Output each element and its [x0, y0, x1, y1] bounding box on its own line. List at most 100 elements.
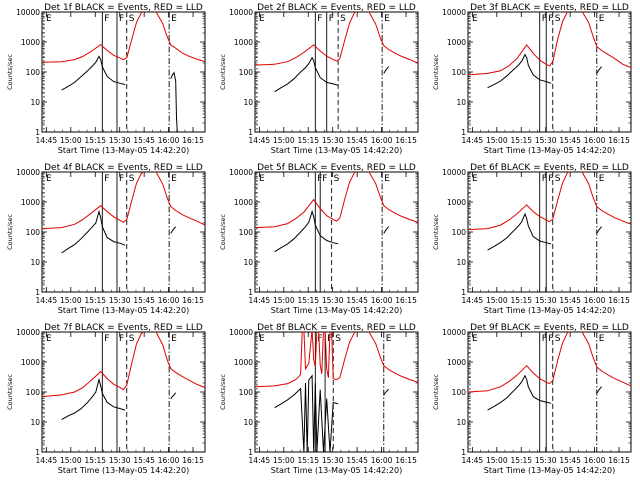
y-axis-label: Counts/sec: [432, 54, 440, 90]
detector-panel: Det 6f BLACK = Events, RED = LLD 1 10 100 10…: [432, 163, 632, 315]
y-tick-label: 10000: [16, 8, 40, 17]
x-tick-label: 15:45: [559, 136, 581, 145]
y-tick-label: 10000: [16, 328, 40, 337]
phase-marker-label: F: [104, 334, 109, 344]
x-tick-label: 15:30: [535, 136, 557, 145]
y-tick-label: 1: [461, 448, 466, 457]
panel-title: Det 8f BLACK = Events, RED = LLD: [257, 323, 416, 333]
phase-marker-label: F: [542, 334, 547, 344]
y-tick-label: 10: [30, 418, 40, 427]
x-axis-label: Start Time (13-May-05 14:42:20): [484, 146, 615, 155]
phase-marker-label: E: [259, 174, 265, 184]
plot-frame: [254, 171, 419, 293]
phase-marker-label: F: [322, 174, 327, 184]
detector-panel: Det 4f BLACK = Events, RED = LLD 1 10 100 10…: [6, 163, 206, 315]
events-series-line: [383, 226, 390, 234]
detector-panel: Det 8f BLACK = Events, RED = LLD 1 10 100 10…: [219, 323, 419, 475]
detector-panel: Det 2f BLACK = Events, RED = LLD 1 10 100 10…: [219, 3, 419, 155]
phase-marker-label: S: [335, 334, 341, 344]
y-axis-label: Counts/sec: [219, 214, 227, 250]
phase-marker-label: E: [599, 14, 605, 24]
events-series-line: [487, 212, 552, 251]
x-tick-label: 16:00: [371, 456, 393, 465]
y-axis-label: Counts/sec: [6, 374, 14, 410]
y-tick-label: 1: [248, 288, 253, 297]
panel-title: Det 5f BLACK = Events, RED = LLD: [257, 163, 416, 173]
x-tick-label: 15:15: [510, 456, 532, 465]
x-axis-label: Start Time (13-May-05 14:42:20): [484, 466, 615, 475]
y-tick-label: 10: [30, 258, 40, 267]
phase-marker-label: F: [119, 174, 124, 184]
phase-marker-label: E: [171, 334, 177, 344]
y-tick-label: 10000: [442, 8, 466, 17]
x-tick-label: 15:15: [297, 456, 319, 465]
y-tick-label: 100: [452, 68, 467, 77]
y-tick-label: 10000: [16, 168, 40, 177]
y-tick-label: 100: [26, 228, 41, 237]
x-tick-label: 16:00: [158, 296, 180, 305]
lld-series-line: [42, 12, 205, 63]
phase-marker-label: F: [317, 14, 322, 24]
phase-marker-label: E: [259, 334, 265, 344]
phase-marker-label: F: [317, 334, 322, 344]
panel-title: Det 3f BLACK = Events, RED = LLD: [470, 3, 629, 13]
phase-marker-label: F: [119, 14, 124, 24]
phase-marker-label: E: [259, 14, 265, 24]
x-tick-label: 16:00: [584, 136, 606, 145]
phase-marker-label: E: [386, 334, 392, 344]
x-tick-label: 15:15: [297, 296, 319, 305]
x-tick-label: 15:45: [346, 136, 368, 145]
y-tick-label: 10000: [442, 168, 466, 177]
x-tick-label: 15:15: [84, 296, 106, 305]
events-series-line: [596, 66, 603, 74]
y-axis-label: Counts/sec: [432, 214, 440, 250]
lld-series-line: [255, 332, 418, 388]
y-axis-label: Counts/sec: [6, 54, 14, 90]
phase-marker-label: E: [472, 174, 478, 184]
phase-marker-label: S: [129, 14, 135, 24]
events-series-line: [170, 392, 177, 400]
y-tick-label: 10000: [229, 8, 253, 17]
detector-panel: Det 9f BLACK = Events, RED = LLD 1 10 100 10…: [432, 323, 632, 475]
phase-marker-label: E: [384, 174, 390, 184]
y-tick-label: 10000: [442, 328, 466, 337]
x-tick-label: 15:30: [322, 456, 344, 465]
x-tick-label: 15:00: [60, 296, 82, 305]
x-tick-label: 15:00: [486, 136, 508, 145]
x-tick-label: 16:00: [371, 136, 393, 145]
x-tick-label: 16:00: [158, 456, 180, 465]
phase-marker-label: S: [555, 14, 561, 24]
y-tick-label: 100: [26, 388, 41, 397]
phase-marker-label: E: [46, 174, 52, 184]
y-tick-label: 1000: [234, 38, 253, 47]
y-tick-label: 10000: [229, 328, 253, 337]
events-series-line: [383, 66, 390, 74]
y-tick-label: 1000: [21, 198, 40, 207]
y-tick-label: 100: [26, 68, 41, 77]
x-tick-label: 15:45: [559, 296, 581, 305]
x-tick-label: 15:15: [510, 296, 532, 305]
x-tick-label: 14:45: [36, 456, 58, 465]
phase-marker-label: F: [542, 14, 547, 24]
x-tick-label: 15:30: [535, 296, 557, 305]
x-tick-label: 14:45: [36, 296, 58, 305]
x-tick-label: 15:15: [510, 136, 532, 145]
x-tick-label: 15:45: [133, 456, 155, 465]
phase-marker-label: F: [548, 334, 553, 344]
x-tick-label: 15:30: [109, 136, 131, 145]
y-tick-label: 100: [452, 228, 467, 237]
phase-marker-label: E: [472, 334, 478, 344]
x-tick-label: 16:15: [608, 136, 630, 145]
phase-marker-label: F: [104, 174, 109, 184]
x-tick-label: 15:00: [273, 456, 295, 465]
plot-frame: [41, 171, 206, 293]
plot-frame: [41, 331, 206, 453]
phase-marker-label: E: [171, 174, 177, 184]
y-axis-label: Counts/sec: [6, 214, 14, 250]
x-tick-label: 16:00: [371, 296, 393, 305]
phase-marker-label: E: [599, 174, 605, 184]
y-tick-label: 1: [248, 128, 253, 137]
events-series-line: [596, 226, 603, 234]
x-axis-label: Start Time (13-May-05 14:42:20): [484, 306, 615, 315]
detector-panel: Det 3f BLACK = Events, RED = LLD 1 10 100 10…: [432, 3, 632, 155]
